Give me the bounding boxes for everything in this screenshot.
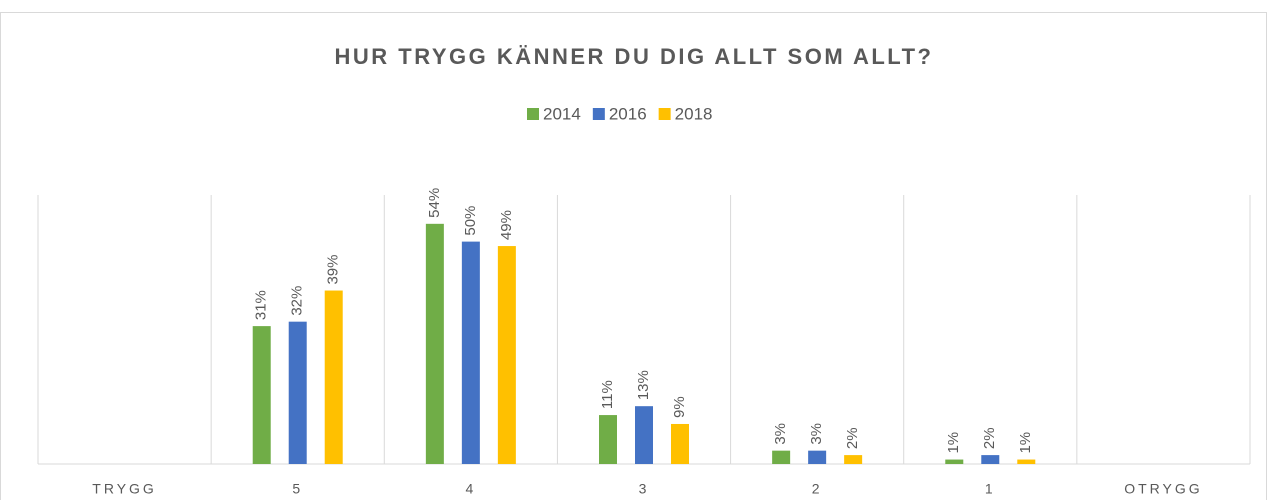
- chart-title: HUR TRYGG KÄNNER DU DIG ALLT SOM ALLT?: [335, 44, 934, 69]
- bar: [324, 290, 343, 464]
- data-label: 13%: [635, 370, 652, 400]
- data-label: 50%: [462, 206, 479, 236]
- data-label: 2%: [981, 427, 998, 449]
- bar: [599, 415, 617, 464]
- bar: [461, 241, 480, 464]
- bar: [844, 455, 863, 464]
- x-tick-label: 5: [292, 481, 303, 497]
- data-label: 11%: [599, 380, 616, 409]
- bar: [635, 406, 653, 464]
- bar: [981, 455, 1000, 464]
- data-label: 39%: [325, 255, 342, 285]
- legend-swatch: [658, 108, 671, 120]
- legend-label: 2016: [609, 104, 647, 123]
- bar: [252, 326, 271, 464]
- bar: [808, 450, 827, 464]
- data-label: 1%: [1017, 432, 1034, 454]
- data-label: 3%: [772, 423, 789, 445]
- x-tick-label: OTRYGG: [1124, 481, 1202, 497]
- data-label: 32%: [289, 286, 306, 316]
- bar: [497, 246, 516, 464]
- x-tick-label: TRYGG: [92, 481, 157, 497]
- x-tick-label: 1: [985, 481, 996, 497]
- x-tick-label: 3: [639, 481, 650, 497]
- legend-swatch: [592, 108, 605, 120]
- data-label: 9%: [671, 396, 688, 418]
- legend: 2014 2016 2018: [527, 104, 712, 123]
- data-label: 31%: [253, 290, 270, 320]
- legend-swatch: [527, 108, 539, 120]
- bar: [671, 423, 689, 464]
- legend-label: 2014: [543, 104, 581, 123]
- data-label: 2%: [844, 427, 861, 449]
- bar: [1017, 459, 1036, 464]
- data-label: 3%: [808, 423, 825, 445]
- data-label: 49%: [498, 210, 515, 240]
- data-label: 54%: [426, 188, 443, 218]
- data-label: 1%: [945, 432, 962, 454]
- x-tick-label: 4: [465, 481, 476, 497]
- bar: [772, 450, 791, 464]
- bar: [288, 321, 307, 464]
- legend-label: 2018: [675, 104, 713, 123]
- bar: [425, 223, 444, 464]
- bar: [945, 459, 964, 464]
- x-tick-label: 2: [812, 481, 823, 497]
